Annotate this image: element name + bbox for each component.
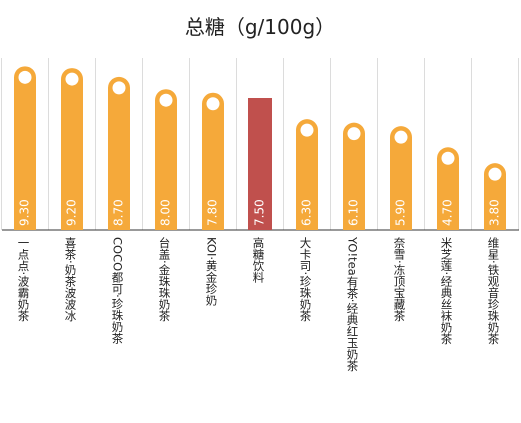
bar-marker bbox=[488, 167, 502, 181]
category-label: COCO都可·珍珠奶茶 bbox=[111, 237, 125, 344]
category-label: 高糖饮料 bbox=[252, 236, 266, 284]
bar bbox=[484, 163, 506, 230]
category-label: 喜茶·奶茶波波冰 bbox=[64, 237, 78, 321]
bar bbox=[437, 147, 459, 230]
category-label: YO!tea有茶·经典红玉奶茶 bbox=[346, 236, 360, 371]
data-label: 4.70 bbox=[441, 199, 455, 226]
gridlines bbox=[1, 58, 519, 230]
data-label: 6.30 bbox=[300, 199, 314, 226]
bar bbox=[296, 119, 318, 230]
data-label: 7.50 bbox=[253, 199, 267, 226]
data-label: 8.00 bbox=[159, 199, 173, 226]
bar bbox=[248, 98, 272, 230]
data-label: 9.30 bbox=[18, 199, 32, 226]
category-label: 台盖·金珠珠奶茶 bbox=[158, 236, 172, 321]
bar bbox=[61, 68, 83, 230]
bar-marker bbox=[394, 130, 408, 144]
bar bbox=[108, 76, 130, 230]
bar-marker bbox=[206, 97, 220, 111]
category-labels: 一点点·波霸奶茶 喜茶·奶茶波波冰 COCO都可·珍珠奶茶 台盖·金珠珠奶茶 KOI·黄… bbox=[17, 236, 501, 371]
bar-marker bbox=[441, 151, 455, 165]
category-label: 奈雪·冻顶宝藏茶 bbox=[393, 236, 407, 321]
category-label: KOI·黄金珍奶 bbox=[205, 237, 219, 306]
bar bbox=[343, 122, 365, 230]
bar-marker bbox=[18, 70, 32, 84]
data-label: 9.20 bbox=[65, 199, 79, 226]
category-label: 大卡司·珍珠奶茶 bbox=[299, 236, 313, 321]
category-label: 一点点·波霸奶茶 bbox=[17, 237, 31, 321]
bar bbox=[14, 66, 36, 230]
bar-marker bbox=[347, 127, 361, 141]
data-label: 3.80 bbox=[488, 199, 502, 226]
data-label: 5.90 bbox=[394, 199, 408, 226]
bar-marker bbox=[300, 123, 314, 137]
data-label: 8.70 bbox=[112, 199, 126, 226]
data-label: 6.10 bbox=[347, 199, 361, 226]
bar-marker bbox=[65, 72, 79, 86]
bar-marker bbox=[112, 81, 126, 95]
chart-title: 总糖（g/100g） bbox=[185, 15, 335, 39]
bars: 9.30 9.20 8.70 8.00 7.80 7.50 6.30 6.10 5.90 4.70… bbox=[14, 66, 506, 231]
bar bbox=[202, 92, 224, 231]
category-label: 米芝莲·经典丝袜奶茶 bbox=[440, 237, 454, 344]
category-label: 维星·铁观音珍珠奶茶 bbox=[487, 237, 501, 344]
bar-marker bbox=[159, 93, 173, 107]
bar bbox=[390, 126, 412, 230]
data-label: 7.80 bbox=[206, 199, 220, 226]
bar bbox=[155, 89, 177, 230]
